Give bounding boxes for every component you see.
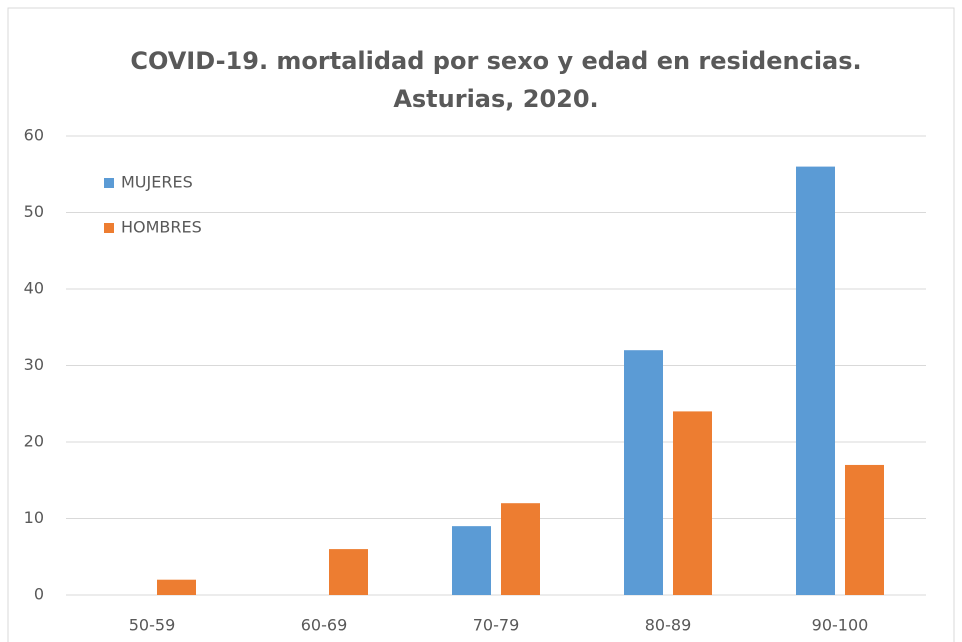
y-tick-label: 20 [24,432,44,451]
x-tick-label: 60-69 [301,616,348,635]
bar [624,350,663,595]
bar [501,503,540,595]
legend-swatch [104,178,114,188]
chart-title: Asturias, 2020. [393,85,598,113]
x-tick-label: 80-89 [645,616,692,635]
y-tick-label: 50 [24,202,44,221]
y-tick-label: 30 [24,355,44,374]
bar [157,579,196,595]
y-tick-label: 10 [24,508,44,527]
y-tick-label: 60 [24,126,44,145]
x-tick-label: 90-100 [812,616,869,635]
bar [329,549,368,595]
bar [673,411,712,595]
legend-label: HOMBRES [121,218,202,237]
bar [796,166,835,595]
bar [845,464,884,595]
y-tick-label: 40 [24,279,44,298]
chart-title: COVID-19. mortalidad por sexo y edad en … [130,47,861,75]
x-tick-label: 50-59 [129,616,176,635]
x-tick-label: 70-79 [473,616,520,635]
legend-swatch [104,223,114,233]
bar [452,526,491,595]
legend-label: MUJERES [121,173,193,192]
y-tick-label: 0 [34,585,44,604]
